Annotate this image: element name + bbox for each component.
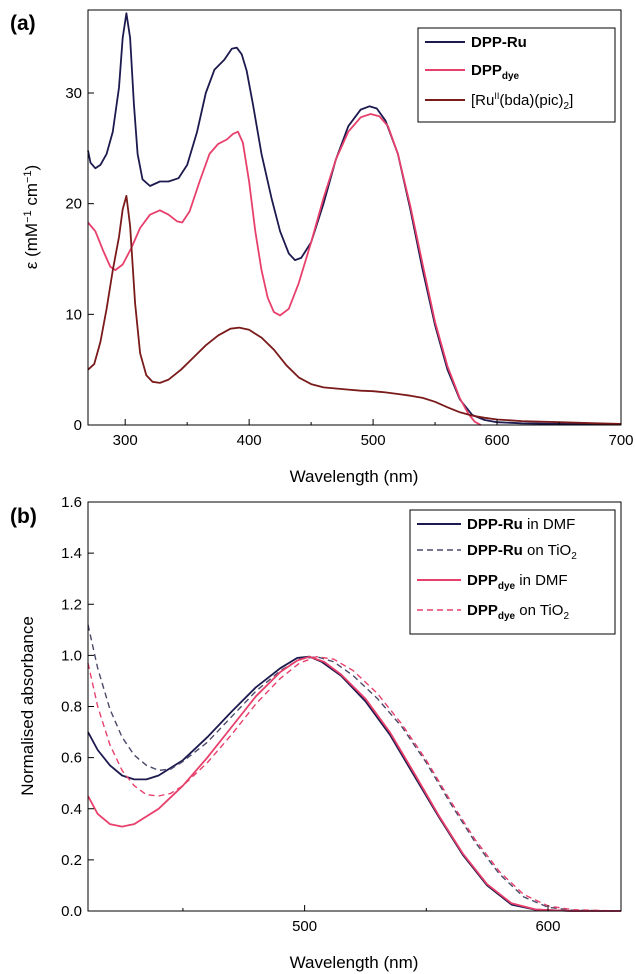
panel-b-y-tick-label-1: 1.0 <box>61 647 82 664</box>
legend-item-dpp-ru-tio2: DPP-Ru on TiO2 <box>417 542 577 562</box>
panel-a-legend-box <box>417 27 616 123</box>
legend-label-dppdye-tio2: DPPdye on TiO2 <box>467 602 569 622</box>
panel-a-ticks: 300 400 500 600 700 0 10 20 30 <box>65 85 633 449</box>
legend-item-dppdye-tio2: DPPdye on TiO2 <box>417 602 569 622</box>
panel-b-ticks: 500 600 0.0 0.2 0.4 0.6 0.8 1.0 1.2 1.4 1.6 <box>61 494 560 935</box>
panel-b-legend: DPP-Ru in DMF DPP-Ru on TiO2 DPPdye in D… <box>409 509 616 635</box>
panel-b-y-tick-label-0.2: 0.2 <box>61 852 82 869</box>
panel-a-x-tick-label-300: 300 <box>113 432 138 449</box>
panel-b-y-tick-label-1.2: 1.2 <box>61 596 82 613</box>
panel-a-y-tick-label-0: 0 <box>74 417 82 434</box>
panel-b-label: (b) <box>10 505 37 528</box>
panel-a: (a) 300 400 500 600 700 0 10 20 30 Wavelength (n… <box>10 9 634 486</box>
panel-a-label: (a) <box>10 12 36 35</box>
legend-label-dppdye: DPPdye <box>471 62 520 82</box>
legend-label-dpp-ru-tio2: DPP-Ru on TiO2 <box>467 542 577 562</box>
panel-b-y-tick-label-0.6: 0.6 <box>61 750 82 767</box>
panel-b-y-tick-label-0.4: 0.4 <box>61 801 82 818</box>
legend-label-ru-complex: [RuII(bda)(pic)2] <box>471 91 573 112</box>
panel-a-y-tick-label-20: 20 <box>65 196 82 213</box>
panel-a-legend: DPP-Ru DPPdye [RuII(bda)(pic)2] <box>417 27 616 123</box>
panel-a-frame <box>87 9 622 426</box>
series-line-a-ruii-bda-pic-2 <box>87 195 622 425</box>
series-line-b-dpp-ru-in-dmf <box>87 655 621 912</box>
legend-label-dpp-ru: DPP-Ru <box>471 34 527 51</box>
legend-item-ru-complex: [RuII(bda)(pic)2] <box>425 91 573 112</box>
panel-a-y-tick-label-30: 30 <box>65 85 82 102</box>
panel-b-x-tick-label-500: 500 <box>292 918 317 935</box>
panel-b-y-tick-label-1.4: 1.4 <box>61 545 82 562</box>
legend-label-dpp-ru-dmf: DPP-Ru in DMF <box>467 516 575 533</box>
panel-a-y-tick-label-10: 10 <box>65 306 82 323</box>
series-line-b-dppdye-in-dmf <box>87 655 621 912</box>
series-line-b-dpp-ru-on-tio2 <box>87 624 622 912</box>
panel-a-x-tick-label-400: 400 <box>237 432 262 449</box>
panel-b-y-axis-title: Normalised absorbance <box>18 616 37 796</box>
panel-a-y-axis-title: ε (mM−1 cm−1) <box>22 165 41 269</box>
panel-a-x-tick-label-500: 500 <box>361 432 386 449</box>
panel-b-legend-box <box>409 509 616 635</box>
legend-label-dppdye-dmf: DPPdye in DMF <box>467 572 568 592</box>
panel-b-y-tick-label-1.6: 1.6 <box>61 494 82 511</box>
series-line-b-dppdye-on-tio2 <box>87 656 622 912</box>
legend-item-dppdye-dmf: DPPdye in DMF <box>417 572 568 592</box>
panel-a-x-tick-label-600: 600 <box>485 432 510 449</box>
legend-item-dpp-ru-dmf: DPP-Ru in DMF <box>417 516 575 533</box>
panel-b: (b) 500 600 0.0 0.2 0.4 0.6 0.8 1.0 1.2 1.4 1.6 Wa… <box>10 494 622 972</box>
legend-item-dpp-ru: DPP-Ru <box>425 34 527 51</box>
panel-a-x-axis-title: Wavelength (nm) <box>290 467 419 486</box>
panel-a-plot-area <box>87 12 622 426</box>
panel-b-x-axis-title: Wavelength (nm) <box>290 953 419 972</box>
panel-a-x-tick-label-700: 700 <box>608 432 633 449</box>
series-line-a-dppdye <box>87 113 482 426</box>
panel-b-plot-area <box>87 624 622 912</box>
legend-item-dppdye: DPPdye <box>425 62 520 82</box>
panel-b-y-tick-label-0: 0.0 <box>61 903 82 920</box>
panel-b-x-tick-label-600: 600 <box>535 918 560 935</box>
panel-b-y-tick-label-0.8: 0.8 <box>61 699 82 716</box>
